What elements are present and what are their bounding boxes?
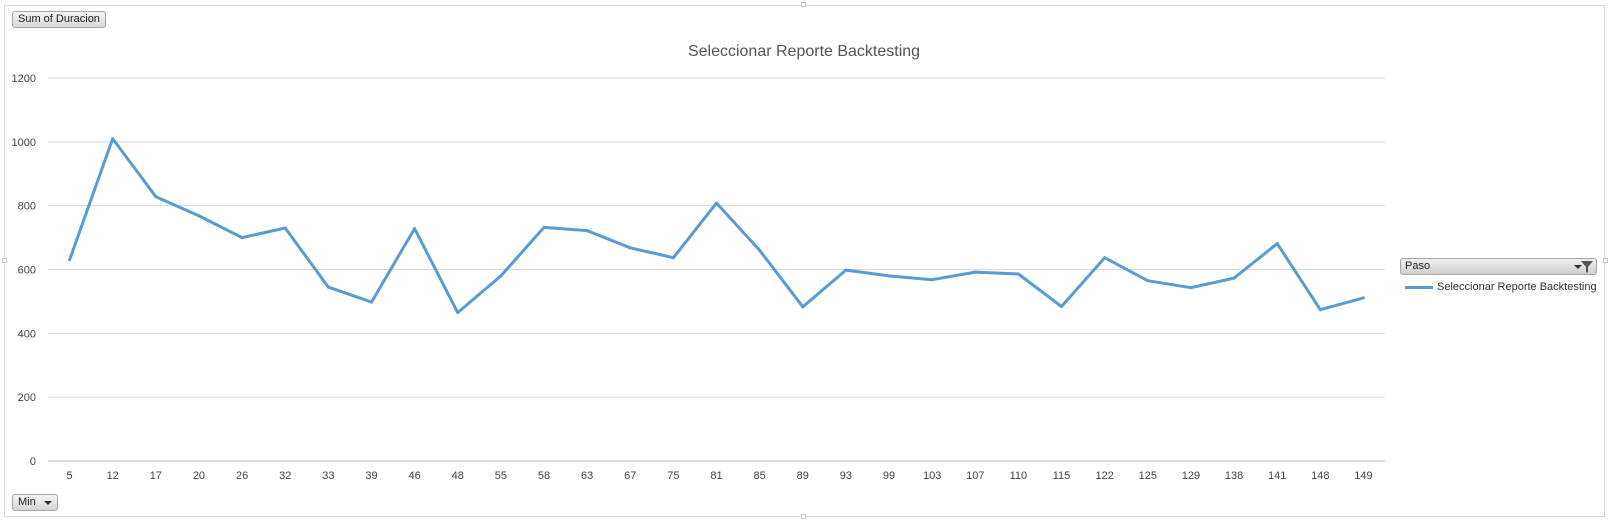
legend-swatch: [1405, 285, 1433, 289]
resize-handle-left[interactable]: [2, 258, 7, 263]
x-tick-label: 149: [1354, 470, 1372, 482]
data-point[interactable]: [456, 311, 460, 315]
legend-entry-label: Seleccionar Reporte Backtesting: [1437, 281, 1597, 293]
filter-icon: [1581, 261, 1593, 273]
data-point[interactable]: [585, 229, 589, 233]
x-tick-label: 39: [365, 470, 377, 482]
x-tick-label: 125: [1139, 470, 1157, 482]
data-point[interactable]: [369, 300, 373, 304]
data-point[interactable]: [758, 248, 762, 252]
x-tick-label: 115: [1053, 470, 1071, 482]
chevron-down-icon: [1574, 265, 1582, 269]
data-point[interactable]: [111, 137, 115, 141]
x-tick-label: 138: [1225, 470, 1243, 482]
x-tick-label: 89: [797, 470, 809, 482]
x-tick-label: 48: [452, 470, 464, 482]
x-tick-label: 103: [923, 470, 941, 482]
data-point[interactable]: [1275, 242, 1279, 246]
x-tick-label: 107: [966, 470, 984, 482]
x-tick-label: 67: [624, 470, 636, 482]
data-point[interactable]: [671, 256, 675, 260]
y-tick-label: 800: [18, 201, 36, 213]
x-tick-label: 12: [107, 470, 119, 482]
value-field-button[interactable]: Sum of Duracion: [12, 11, 106, 28]
x-tick-label: 58: [538, 470, 550, 482]
series-line[interactable]: [68, 137, 1364, 315]
x-tick-label: 93: [840, 470, 852, 482]
x-tick-label: 32: [279, 470, 291, 482]
data-point[interactable]: [844, 268, 848, 272]
data-point[interactable]: [1189, 286, 1193, 290]
y-tick-label: 1000: [12, 137, 36, 149]
x-tick-label: 63: [581, 470, 593, 482]
data-point[interactable]: [240, 236, 244, 240]
x-tick-label: 33: [322, 470, 334, 482]
data-point[interactable]: [628, 246, 632, 250]
x-tick-label: 81: [710, 470, 722, 482]
data-point[interactable]: [801, 305, 805, 309]
data-point[interactable]: [1146, 279, 1150, 283]
x-tick-label: 110: [1010, 470, 1028, 482]
data-point[interactable]: [1361, 296, 1365, 300]
axis-field-button[interactable]: Min: [12, 494, 58, 511]
data-point[interactable]: [887, 274, 891, 278]
y-tick-label: 600: [18, 265, 36, 277]
data-point[interactable]: [68, 258, 72, 262]
data-point[interactable]: [542, 225, 546, 229]
data-point[interactable]: [1016, 272, 1020, 276]
x-tick-label: 129: [1182, 470, 1200, 482]
x-tick-label: 99: [883, 470, 895, 482]
data-point[interactable]: [1060, 305, 1064, 309]
resize-handle-right[interactable]: [1603, 258, 1608, 263]
data-point[interactable]: [715, 201, 718, 205]
y-tick-label: 200: [18, 392, 36, 404]
x-tick-label: 26: [236, 470, 248, 482]
data-point[interactable]: [413, 227, 417, 231]
x-tick-label: 122: [1095, 470, 1113, 482]
x-tick-label: 17: [150, 470, 162, 482]
axis-field-label: Min: [18, 496, 36, 508]
x-tick-label: 46: [408, 470, 420, 482]
x-tick-label: 20: [193, 470, 205, 482]
resize-handle-bottom[interactable]: [801, 514, 806, 519]
legend-field-button[interactable]: Paso: [1400, 258, 1597, 275]
data-point[interactable]: [283, 226, 287, 230]
legend-entry: Seleccionar Reporte Backtesting: [1405, 280, 1597, 294]
data-point[interactable]: [1103, 256, 1107, 260]
data-point[interactable]: [326, 285, 330, 289]
y-tick-label: 1200: [12, 73, 36, 85]
resize-handle-top[interactable]: [801, 2, 806, 7]
x-tick-label: 85: [754, 470, 766, 482]
chevron-down-icon: [44, 501, 52, 505]
x-tick-label: 55: [495, 470, 507, 482]
x-tick-label: 75: [667, 470, 679, 482]
data-point[interactable]: [973, 270, 977, 274]
data-point[interactable]: [197, 214, 201, 218]
chart-title: Seleccionar Reporte Backtesting: [688, 43, 920, 60]
legend-field-label: Paso: [1405, 260, 1431, 272]
x-tick-label: 141: [1268, 470, 1286, 482]
y-tick-label: 400: [18, 328, 36, 340]
x-tick-label: 148: [1311, 470, 1329, 482]
data-point[interactable]: [930, 278, 934, 282]
data-point[interactable]: [1232, 276, 1236, 280]
data-point[interactable]: [1318, 308, 1322, 312]
data-point[interactable]: [154, 195, 158, 199]
data-point[interactable]: [499, 274, 503, 278]
y-tick-label: 0: [30, 456, 36, 468]
x-tick-label: 5: [67, 470, 73, 482]
